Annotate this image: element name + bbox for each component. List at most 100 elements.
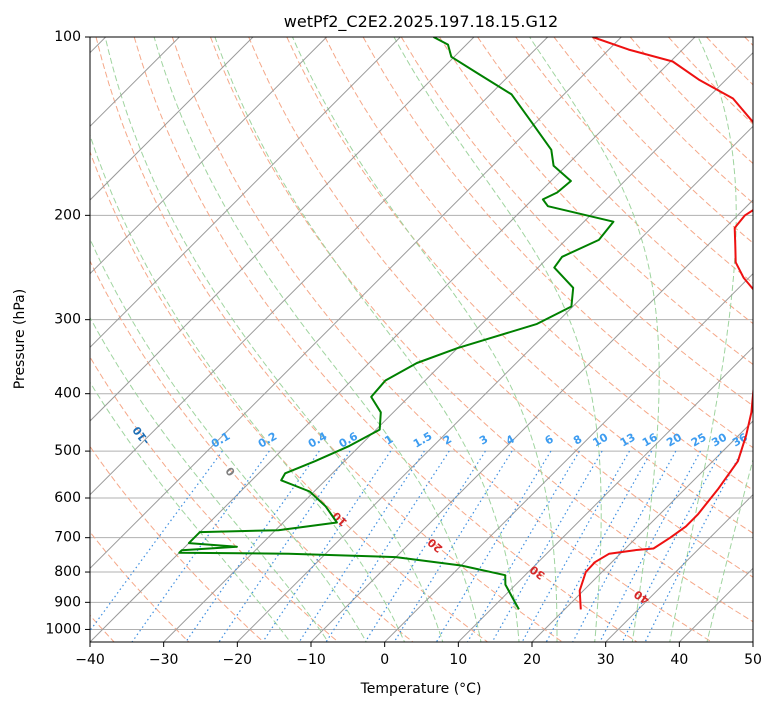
mixing-ratio-line [621,450,722,642]
dry-adiabat [477,37,753,325]
adiabat-label: 40 [631,587,651,607]
skewed-isotherms [90,37,753,642]
mixing-ratio-label: 30 [709,430,729,449]
mixing-ratio-line [131,450,270,642]
isotherm [752,641,753,642]
dry-adiabat [90,150,489,642]
mixing-ratio-label: 1 [382,433,395,448]
moist-adiabat [104,37,444,642]
sounding-series [178,37,753,610]
x-tick-label: 30 [597,652,615,668]
mixing-ratio-label: 0.6 [337,429,361,450]
mixing-ratio-label: 1.5 [411,430,434,451]
y-tick-label: 500 [54,443,81,459]
mixing-ratio-line [298,450,425,642]
y-axis-label: Pressure (hPa) [12,289,28,389]
mixing-ratio-line [262,450,392,642]
x-tick-label: −20 [223,652,253,668]
y-tick-label: 600 [54,490,81,506]
adiabat-label: 10 [330,509,350,529]
mixing-ratio-label: 2 [441,433,454,448]
moist-adiabat [292,37,558,642]
dry-adiabat [90,259,414,642]
mixing-ratio-label: 0.2 [256,430,279,451]
mixing-ratio-label: 13 [618,431,638,450]
x-tick-label: 10 [449,652,467,668]
mixing-ratio-label: 3 [477,433,490,448]
dry-adiabat [553,37,753,244]
moist-adiabat [706,457,753,642]
isotherm [383,272,753,642]
y-tick-label: 700 [54,530,81,546]
x-tick-label: 40 [670,652,688,668]
dry-adiabat [90,445,265,642]
mixing-ratio-label: 4 [504,432,517,447]
mixing-ratio-label: 0.4 [306,429,330,450]
isotherm [310,199,753,642]
mixing-ratio-line [325,450,450,642]
mixing-ratio-label: 25 [689,431,709,450]
dry-adiabat [438,37,753,366]
y-tick-label: 100 [54,29,81,45]
x-tick-label: 50 [744,652,762,668]
y-tick-label: 200 [54,207,81,223]
plot-frame [89,36,754,643]
dry-adiabat [90,356,339,642]
mixing-ratio-line [218,450,351,642]
y-tick-label: 300 [54,312,81,328]
isotherm [236,125,753,642]
adiabat-label: 30 [527,562,547,582]
isotherm [162,51,753,642]
moist-adiabat [153,37,482,642]
mixing-ratio-line [466,450,580,642]
x-tick-label: −30 [149,652,179,668]
y-tick-label: 900 [54,594,81,610]
mixing-ratio-line [393,450,513,642]
y-tick-label: 1000 [45,621,81,637]
moist-adiabat [393,37,602,642]
dry-adiabats [90,37,753,642]
mixing-ratio-label: 8 [571,433,584,448]
x-tick-label: 20 [523,652,541,668]
adiabat-label: -10 [130,423,152,447]
mixing-ratio-line [572,450,677,642]
mixing-ratio-label: 6 [543,432,556,447]
moist-adiabat [90,133,406,642]
dry-adiabat [95,37,564,642]
temperature-line [578,37,753,610]
isotherm [90,37,401,349]
x-tick-label: −10 [296,652,326,668]
mixing-ratio-line [545,450,653,642]
dry-adiabat [324,37,753,491]
isotherm [90,37,549,496]
dry-adiabat [400,37,753,407]
isotherm [90,37,328,275]
isotherm [678,567,753,642]
dry-adiabat [210,37,753,623]
x-axis: −40 −30 −20 −10 0 10 20 30 40 50 [75,642,762,668]
moist-adiabat [214,37,520,642]
isotherm [90,37,622,570]
moist-adiabat [90,237,367,642]
moist-adiabats [90,37,753,642]
isotherm [90,37,475,422]
pressure-gridlines [90,37,753,630]
chart-title: wetPf2_C2E2.2025.197.18.15.G12 [284,12,558,32]
dry-adiabat [591,37,753,204]
dry-adiabat [133,37,638,642]
moist-adiabat [669,37,737,642]
dewpoint-line [178,37,615,610]
isotherm [531,420,753,642]
x-tick-label: 0 [380,652,389,668]
x-axis-label: Temperature (°C) [360,681,482,697]
mixing-ratio-line [90,450,223,632]
plot-area: -100-90-80-70-60-50-40-30-20-10010203040… [90,37,753,642]
y-tick-label: 800 [54,564,81,580]
isotherm [457,346,753,642]
mixing-ratio-label: 16 [640,430,660,449]
mixing-ratio-lines [90,450,743,642]
dry-adiabat [362,37,753,449]
moist-adiabat [529,37,660,642]
mixing-ratio-line [644,450,743,642]
